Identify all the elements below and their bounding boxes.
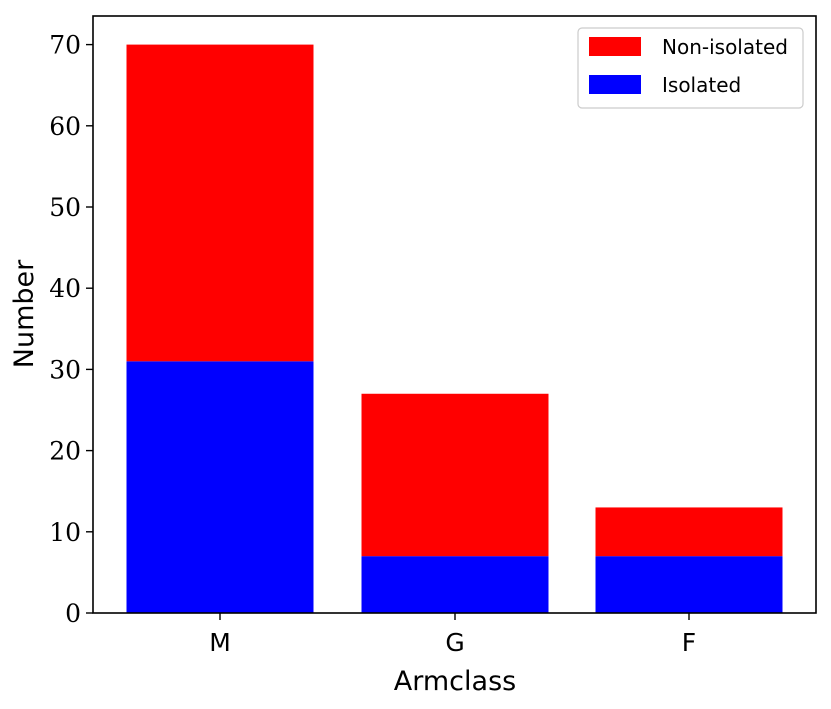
y-tick-label: 50 [49, 193, 81, 222]
bar-G-isolated [361, 556, 549, 613]
bar-G-non-isolated [361, 393, 549, 557]
bar-F-isolated [595, 556, 783, 613]
legend: Non-isolated Isolated [577, 27, 804, 109]
x-axis-label: Armclass [394, 666, 516, 697]
y-tick-label: 70 [49, 31, 81, 60]
bars-layer [126, 44, 783, 613]
bar-F-non-isolated [595, 507, 783, 557]
x-tick-label-G: G [445, 628, 464, 657]
legend-swatch-non-isolated [589, 37, 641, 56]
ticks-layer: 0 10 20 30 40 50 60 70 M G F [49, 31, 696, 657]
legend-label-non-isolated: Non-isolated [662, 35, 788, 59]
y-tick-label: 60 [49, 112, 81, 141]
legend-swatch-isolated [589, 75, 641, 94]
x-tick-label-M: M [209, 628, 231, 657]
y-tick-label: 0 [65, 599, 81, 628]
bar-M-non-isolated [126, 44, 314, 362]
legend-label-isolated: Isolated [662, 73, 741, 97]
y-tick-label: 20 [49, 437, 81, 466]
x-tick-label-F: F [682, 628, 696, 657]
y-axis-label: Number [9, 259, 40, 368]
bar-M-isolated [126, 361, 314, 613]
y-tick-label: 30 [49, 355, 81, 384]
y-tick-label: 40 [49, 274, 81, 303]
plot-frame [92, 15, 817, 614]
y-tick-label: 10 [49, 518, 81, 547]
